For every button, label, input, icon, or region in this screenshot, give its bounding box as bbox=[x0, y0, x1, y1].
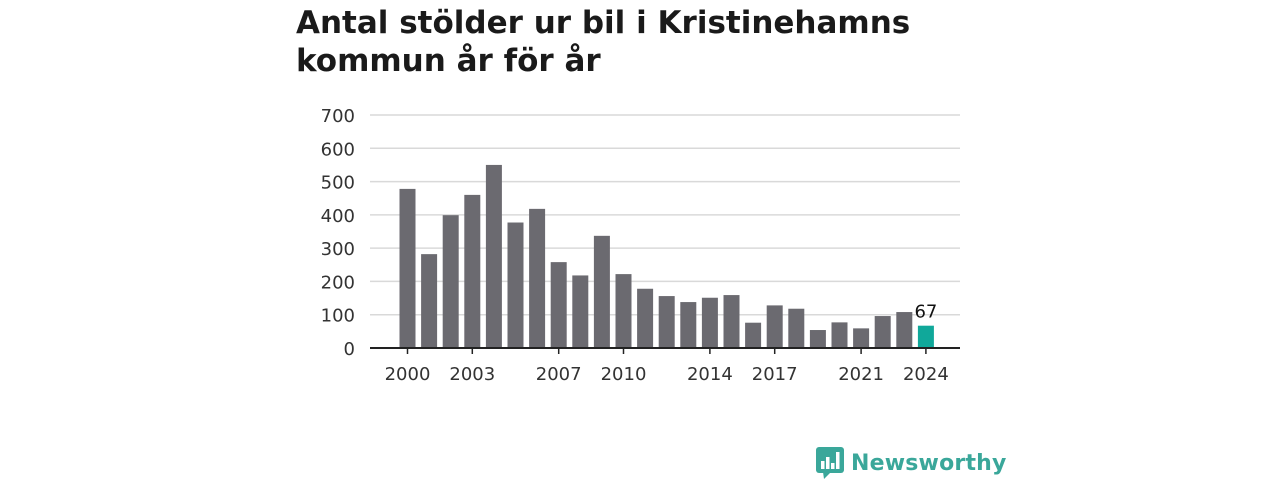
bars bbox=[399, 164, 934, 348]
y-tick-label-200: 200 bbox=[321, 272, 355, 293]
chart-title: Antal stölder ur bil i Kristinehamns kom… bbox=[296, 4, 996, 80]
y-tick-label-0: 0 bbox=[344, 339, 355, 360]
annotations: 67 bbox=[914, 302, 937, 323]
y-tick-label-400: 400 bbox=[321, 206, 355, 227]
x-tick-label-2010: 2010 bbox=[601, 364, 647, 385]
x-axis-tick-labels: 2000 2003 2007 2010 2014 2017 2021 2024 bbox=[385, 348, 949, 385]
x-tick-label-2014: 2014 bbox=[687, 364, 733, 385]
bar-2006 bbox=[529, 208, 546, 348]
bar-2024 bbox=[917, 325, 934, 348]
bar-2012 bbox=[658, 296, 675, 348]
newsworthy-logo: Newsworthy bbox=[815, 446, 1007, 480]
bar-2014 bbox=[701, 297, 718, 348]
data-label-2024: 67 bbox=[914, 302, 937, 323]
bar-2001 bbox=[421, 254, 438, 348]
bar-2017 bbox=[766, 305, 783, 348]
y-tick-label-700: 700 bbox=[321, 106, 355, 127]
y-tick-label-300: 300 bbox=[321, 239, 355, 260]
x-tick-label-2017: 2017 bbox=[752, 364, 798, 385]
x-tick-label-2000: 2000 bbox=[385, 364, 431, 385]
bar-2023 bbox=[896, 312, 913, 348]
bar-2011 bbox=[637, 288, 654, 348]
bar-2004 bbox=[485, 164, 502, 348]
bar-2021 bbox=[853, 328, 870, 348]
bar-2013 bbox=[680, 302, 697, 348]
bar-2016 bbox=[745, 322, 762, 348]
bar-2009 bbox=[593, 235, 610, 348]
y-tick-label-500: 500 bbox=[321, 173, 355, 194]
bar-2020 bbox=[831, 322, 848, 348]
x-tick-label-2024: 2024 bbox=[903, 364, 949, 385]
bar-2007 bbox=[550, 262, 567, 348]
x-tick-label-2003: 2003 bbox=[449, 364, 495, 385]
bar-chart-speech-icon bbox=[816, 447, 844, 479]
bar-2008 bbox=[572, 275, 589, 348]
bar-2003 bbox=[464, 194, 481, 348]
bar-2010 bbox=[615, 274, 632, 348]
y-tick-label-600: 600 bbox=[321, 139, 355, 160]
bar-2019 bbox=[809, 330, 826, 348]
bar-2000 bbox=[399, 188, 416, 348]
bar-2018 bbox=[788, 308, 805, 348]
bar-2005 bbox=[507, 222, 524, 348]
bar-2015 bbox=[723, 295, 740, 348]
chart-title-line-2: kommun år för år bbox=[296, 43, 601, 79]
bar-2002 bbox=[442, 215, 459, 348]
x-tick-label-2021: 2021 bbox=[838, 364, 884, 385]
y-axis-tick-labels: 0 100 200 300 400 500 600 700 bbox=[321, 106, 355, 360]
brand-name: Newsworthy bbox=[851, 450, 1007, 476]
x-tick-label-2007: 2007 bbox=[536, 364, 582, 385]
y-tick-label-100: 100 bbox=[321, 306, 355, 327]
chart-title-line-1: Antal stölder ur bil i Kristinehamns bbox=[296, 5, 911, 41]
bar-2022 bbox=[874, 316, 891, 348]
